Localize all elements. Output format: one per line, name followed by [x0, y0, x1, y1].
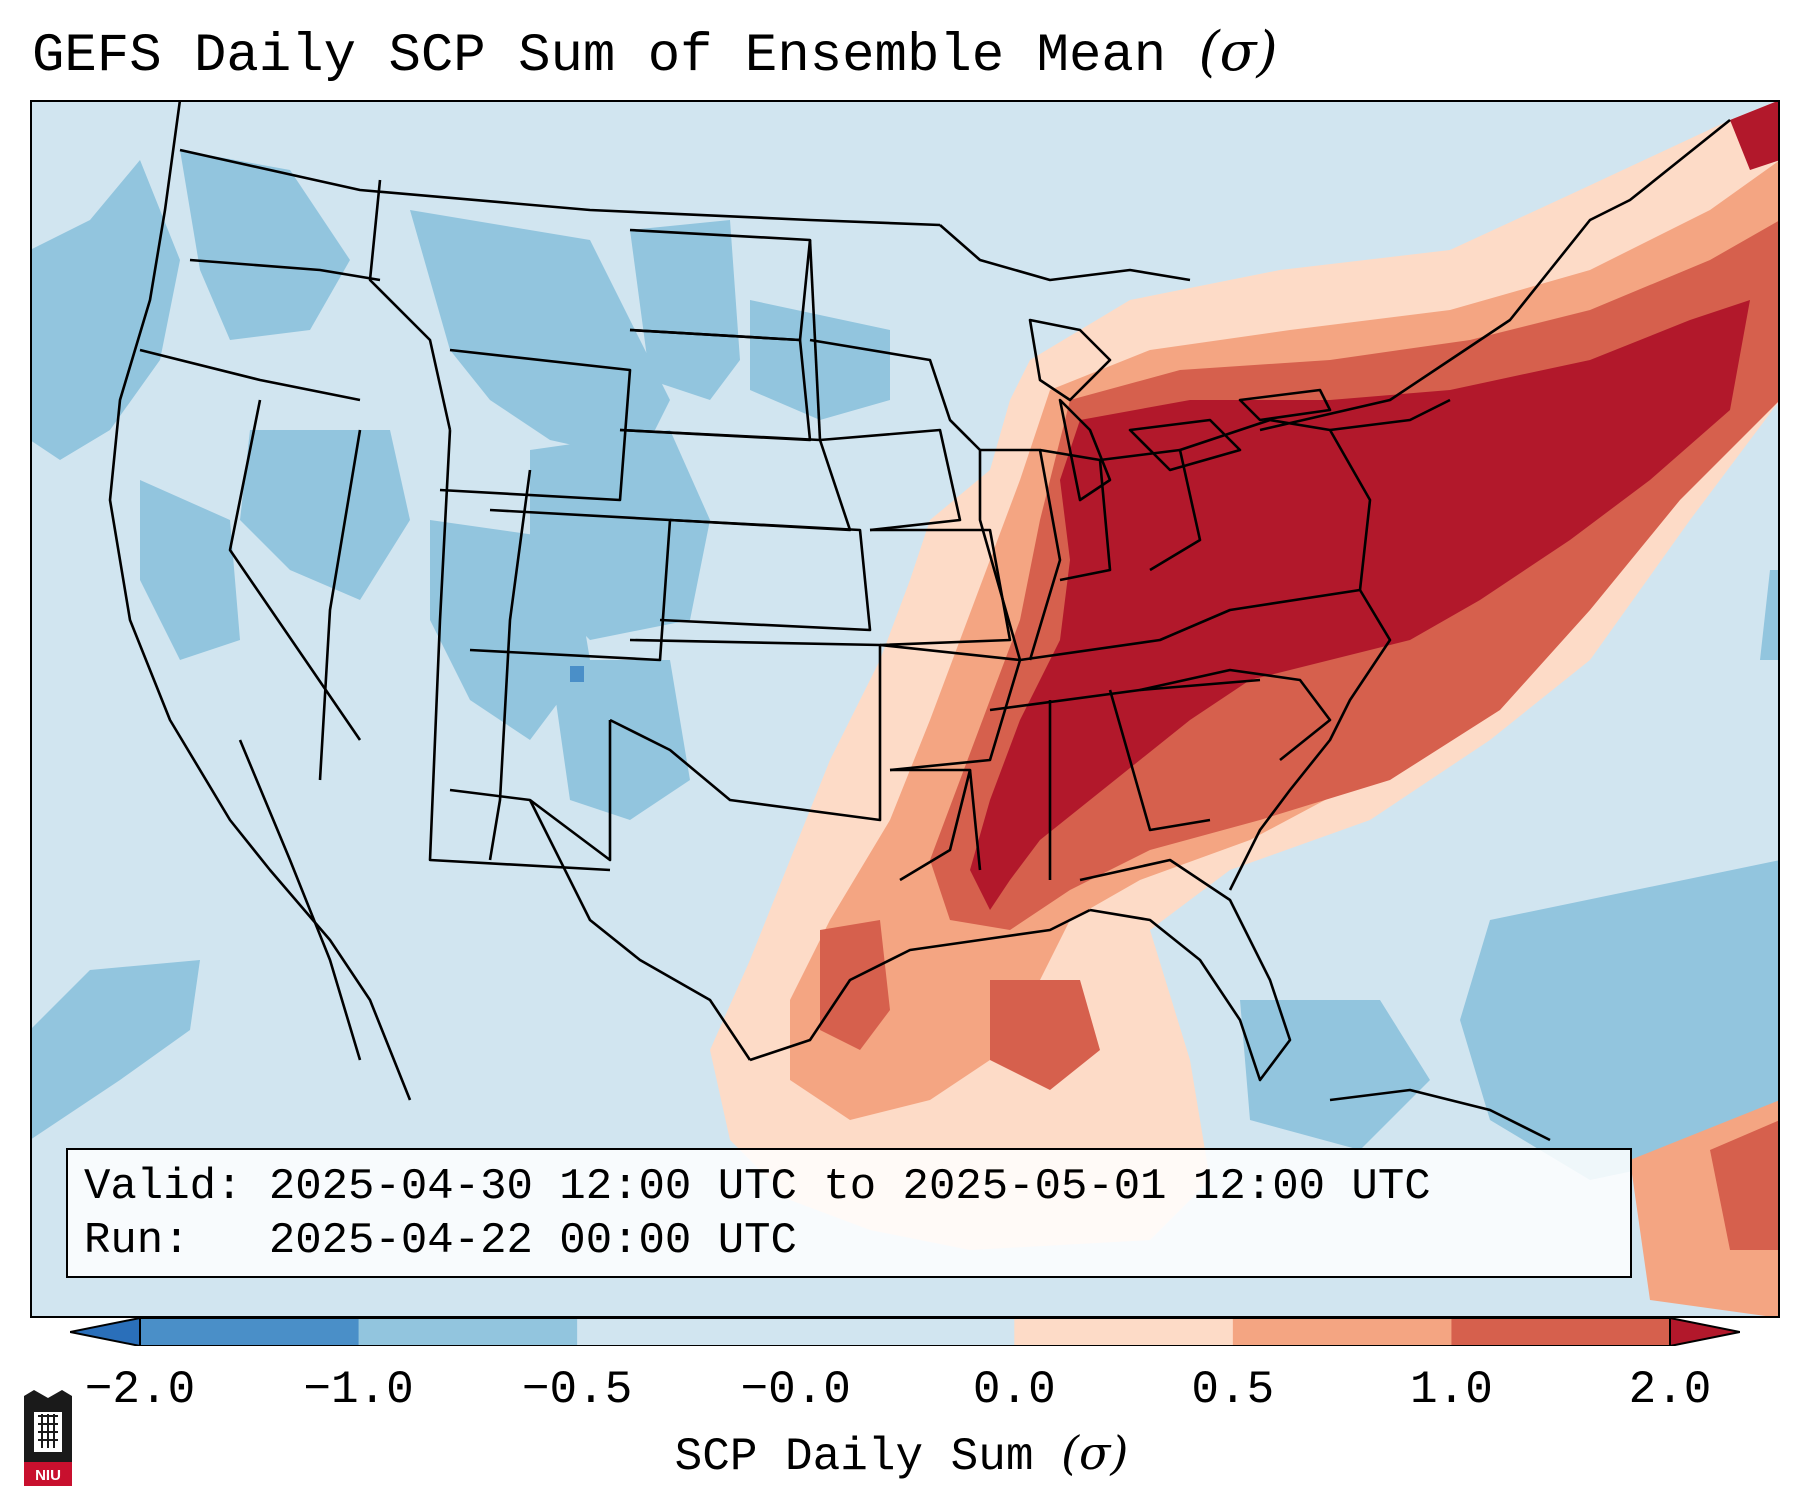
colorbar: [70, 1318, 1740, 1346]
logo-text: NIU: [35, 1467, 61, 1484]
colorbar-tick-label: 0.5: [1191, 1364, 1275, 1416]
valid-label: Valid:: [84, 1162, 243, 1212]
valid-run-info-box: Valid: 2025-04-30 12:00 UTC to 2025-05-0…: [66, 1148, 1632, 1278]
maximum-positive-area-ne: [1730, 100, 1780, 170]
title-text: GEFS Daily SCP Sum of Ensemble Mean: [32, 26, 1167, 87]
scp-map: [30, 100, 1780, 1318]
colorbar-segment: [140, 1318, 360, 1346]
niu-logo: NIU: [24, 1390, 72, 1486]
colorbar-segment: [577, 1318, 797, 1346]
colorbar-segments: [70, 1318, 1740, 1346]
strong-positive-area-caribbean: [1710, 1120, 1780, 1250]
title-symbol: (σ): [1198, 20, 1278, 83]
colorbar-segment: [1451, 1318, 1671, 1346]
colorbar-tick-label: 0.0: [972, 1364, 1056, 1416]
chart-title: GEFS Daily SCP Sum of Ensemble Mean (σ): [32, 22, 1278, 87]
colorbar-segment: [358, 1318, 578, 1346]
colorbar-segment: [795, 1318, 1015, 1346]
colorbar-label: SCP Daily Sum (σ): [0, 1426, 1803, 1483]
colorbar-extend-high: [1669, 1318, 1740, 1346]
state-boundaries: [108, 100, 1731, 1142]
valid-value: 2025-04-30 12:00 UTC to 2025-05-01 12:00…: [268, 1162, 1431, 1212]
colorbar-label-text: SCP Daily Sum: [674, 1431, 1034, 1483]
colorbar-segment: [1014, 1318, 1234, 1346]
colorbar-label-symbol: (σ): [1061, 1426, 1129, 1480]
strong-positive-area-texas: [820, 920, 1100, 1090]
colorbar-tick-label: −1.0: [303, 1364, 414, 1416]
negative-anomaly-areas: [30, 150, 1780, 1180]
colorbar-tick-label: −2.0: [84, 1364, 196, 1416]
colorbar-segment: [1232, 1318, 1452, 1346]
colorbar-tick-label: 2.0: [1628, 1364, 1712, 1416]
colorbar-tick-label: −0.5: [521, 1364, 633, 1416]
colorbar-tick-label: 1.0: [1410, 1364, 1493, 1416]
run-label: Run:: [84, 1216, 190, 1266]
dark-blue-pixel: [570, 666, 584, 682]
colorbar-extend-low: [70, 1318, 141, 1346]
colorbar-tick-label: −0.0: [740, 1364, 851, 1416]
map-frame: [30, 100, 1780, 1318]
run-value: 2025-04-22 00:00 UTC: [268, 1216, 797, 1266]
